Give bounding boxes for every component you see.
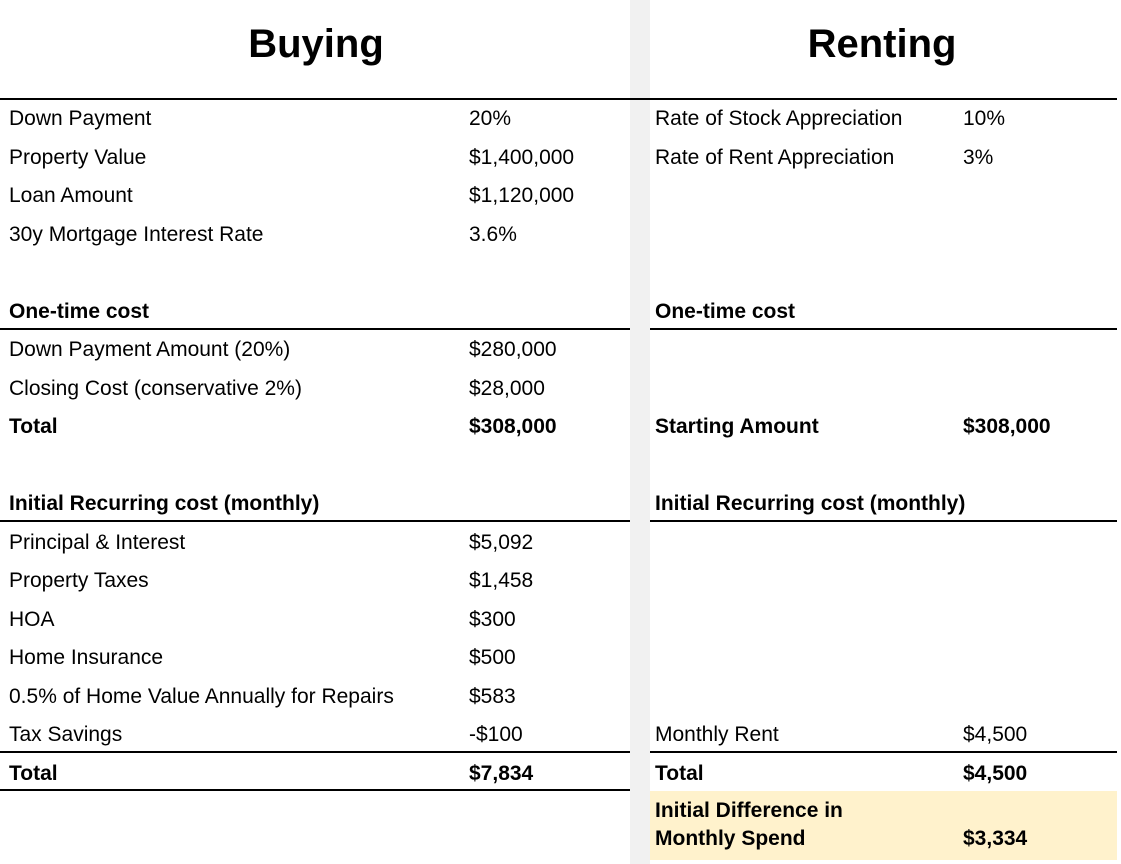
rule [0, 789, 630, 791]
row-label: Total [655, 761, 704, 785]
row-label: Total [9, 761, 58, 785]
row-label: Principal & Interest [9, 530, 186, 554]
row-label: Total [9, 415, 58, 438]
row-value: $300 [469, 607, 516, 631]
row-label: HOA [9, 607, 55, 631]
row-label: 30y Mortgage Interest Rate [9, 222, 264, 246]
rule [650, 328, 1117, 330]
row-label: Loan Amount [9, 184, 133, 207]
row-label: Monthly Rent [655, 723, 779, 746]
rule [650, 751, 1117, 753]
rule [0, 328, 630, 330]
row-label: Down Payment [9, 107, 152, 130]
section-heading: One-time cost [9, 299, 150, 323]
row-value: $308,000 [963, 415, 1051, 438]
row-value: $308,000 [469, 415, 557, 438]
row-value: 3% [963, 145, 994, 169]
row-value: $4,500 [963, 761, 1028, 785]
highlight [650, 791, 1117, 860]
row-label: 0.5% of Home Value Annually for Repairs [9, 684, 394, 708]
divider [630, 0, 650, 864]
row-value: $7,834 [469, 761, 534, 785]
row-label: Rate of Rent Appreciation [655, 145, 895, 169]
rule [0, 751, 630, 753]
section-title: Buying [248, 22, 384, 66]
row-value: $4,500 [963, 723, 1028, 746]
row-value: $28,000 [469, 376, 545, 400]
row-label: Closing Cost (conservative 2%) [9, 376, 302, 400]
row-value: $500 [469, 646, 516, 669]
difference-value: $3,334 [963, 827, 1028, 850]
row-value: $1,458 [469, 569, 534, 592]
row-label: Rate of Stock Appreciation [655, 107, 903, 130]
section-heading: One-time cost [655, 299, 796, 323]
row-value: 20% [469, 107, 512, 130]
section-heading: Initial Recurring cost (monthly) [655, 492, 966, 515]
row-label: Down Payment Amount (20%) [9, 338, 291, 361]
row-value: $1,400,000 [469, 145, 575, 169]
row-value: $5,092 [469, 530, 534, 554]
section-heading: Initial Recurring cost (monthly) [9, 492, 320, 515]
row-value: -$100 [469, 723, 523, 746]
row-value: $280,000 [469, 338, 557, 361]
difference-label: Initial Difference in Monthly Spend [655, 799, 843, 850]
row-value: 10% [963, 107, 1006, 130]
row-label: Property Taxes [9, 569, 149, 592]
section-title: Renting [807, 22, 957, 66]
row-value: $1,120,000 [469, 184, 575, 207]
row-value: $583 [469, 684, 516, 708]
rule [650, 520, 1117, 522]
rule [0, 98, 1117, 100]
row-label: Tax Savings [9, 723, 123, 746]
row-label: Starting Amount [655, 415, 819, 438]
row-label: Property Value [9, 145, 147, 169]
rule [0, 520, 630, 522]
row-label: Home Insurance [9, 646, 164, 669]
row-value: 3.6% [469, 222, 517, 246]
